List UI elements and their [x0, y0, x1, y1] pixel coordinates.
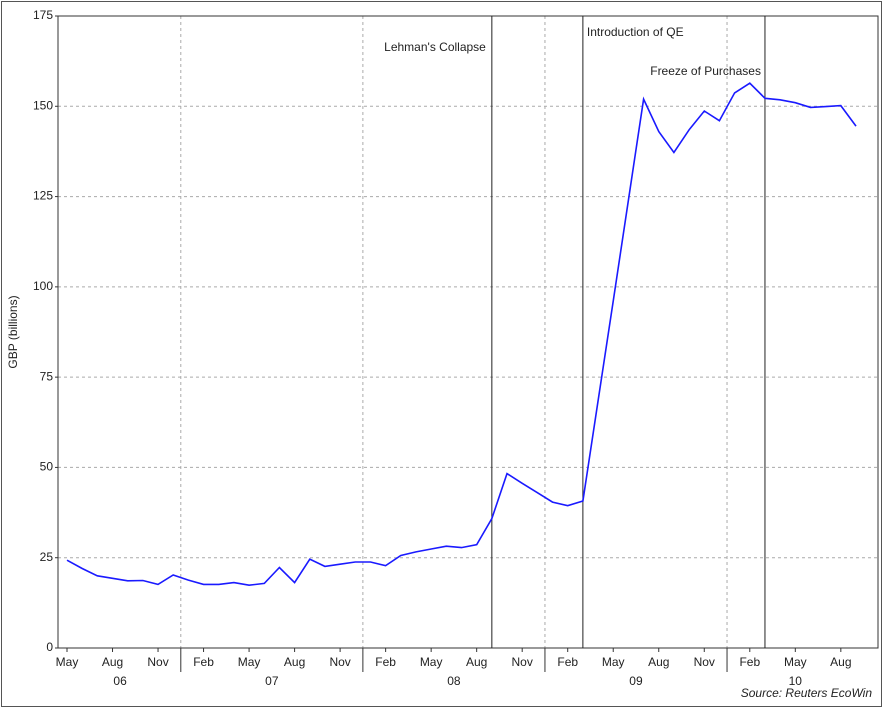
x-tick-label: Feb [375, 655, 396, 669]
x-tick-label: Feb [557, 655, 578, 669]
y-tick-label: 25 [40, 550, 54, 564]
x-tick-label: Aug [102, 655, 123, 669]
x-tick-label: Nov [694, 655, 715, 669]
year-label: 08 [447, 674, 461, 688]
x-tick-label: Nov [329, 655, 350, 669]
y-tick-label: 0 [46, 640, 53, 654]
plot-area [57, 15, 879, 649]
y-tick-label: 50 [40, 460, 54, 474]
y-tick-label: 75 [40, 369, 54, 383]
x-tick-label: May [420, 655, 443, 669]
x-tick-label: Aug [648, 655, 669, 669]
x-tick-label: Nov [512, 655, 533, 669]
x-tick-label: Aug [284, 655, 305, 669]
x-tick-label: Feb [193, 655, 214, 669]
y-tick-label: 150 [33, 98, 53, 112]
x-tick-label: May [602, 655, 625, 669]
year-label: 06 [113, 674, 127, 688]
x-tick-label: May [784, 655, 807, 669]
event-label: Lehman's Collapse [384, 40, 486, 54]
x-tick-label: Nov [147, 655, 168, 669]
y-axis-label: GBP (billions) [6, 295, 20, 368]
x-tick-label: May [238, 655, 261, 669]
year-label: 10 [789, 674, 803, 688]
y-tick-label: 100 [33, 279, 53, 293]
x-tick-label: Aug [830, 655, 851, 669]
data-line [66, 82, 857, 587]
x-tick-label: Aug [466, 655, 487, 669]
event-label: Freeze of Purchases [650, 64, 761, 78]
y-tick-label: 175 [33, 8, 53, 22]
x-tick-label: Feb [739, 655, 760, 669]
x-tick-label: May [56, 655, 79, 669]
y-tick-label: 125 [33, 189, 53, 203]
year-label: 07 [265, 674, 279, 688]
year-label: 09 [629, 674, 643, 688]
source-note: Source: Reuters EcoWin [741, 686, 873, 700]
event-label: Introduction of QE [587, 25, 684, 39]
